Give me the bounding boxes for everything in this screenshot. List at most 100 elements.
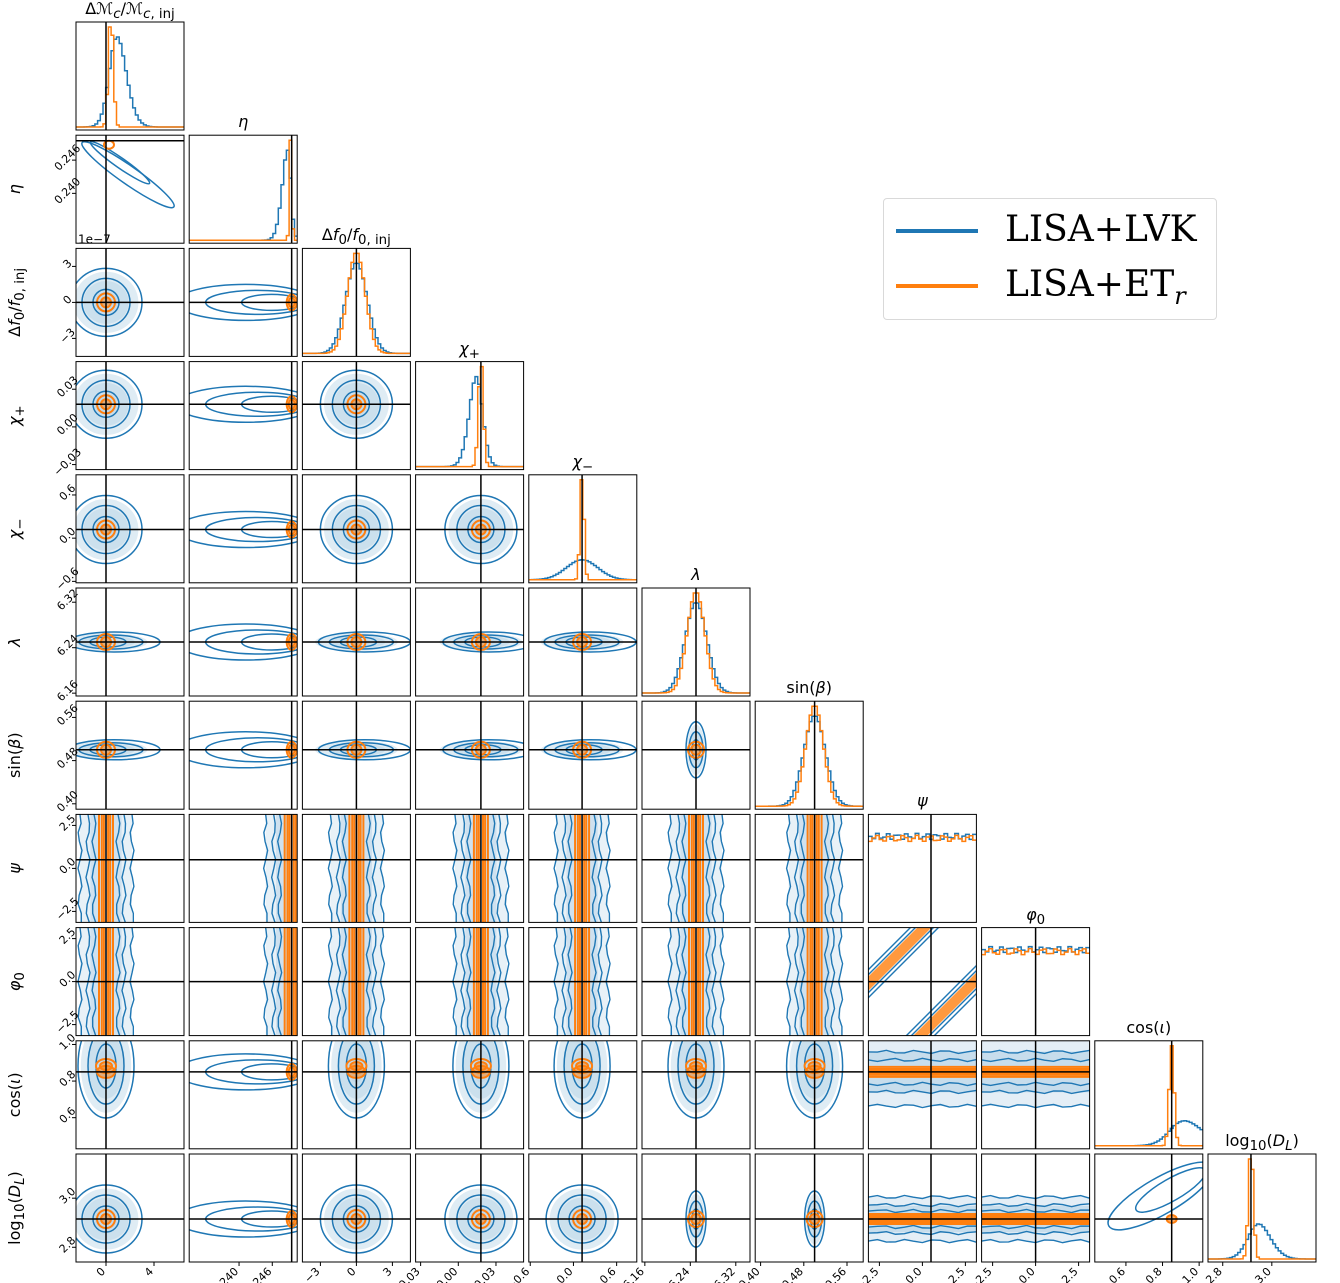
diag-title-cosi: cos(ι) — [1126, 1017, 1172, 1037]
y-axis-label-logDL-box: log10(DL) — [5, 1171, 28, 1245]
contour-lisa-lvk — [1134, 1167, 1203, 1213]
panel-cosi-vs-sinb — [755, 1040, 864, 1149]
y-axis-label-sinb-box: sin(β) — [5, 732, 24, 779]
panel-frame — [415, 361, 525, 471]
hist-lisa-etr — [1094, 1045, 1203, 1147]
panel-frame — [75, 134, 185, 244]
y-axis-label-chip-box: χ+ — [5, 405, 28, 426]
contour-lisa-lvk — [928, 987, 977, 1036]
contour-lisa-lvk — [189, 623, 298, 661]
contour-lisa-lvk — [868, 1208, 977, 1214]
y-axis-label-phi0-box: φ0 — [5, 972, 28, 991]
y-tick-label: −3 — [57, 326, 78, 347]
contour-lisa-lvk — [868, 927, 912, 971]
panel-frame — [301, 247, 411, 357]
panel-frame — [1207, 1153, 1317, 1263]
panel-cosi-vs-dMc — [76, 1040, 184, 1149]
diag-title-cosi-box: cos(ι) — [1126, 1017, 1172, 1037]
contour-lisa-lvk — [711, 814, 717, 923]
panel-cosi-vs-chim — [528, 1040, 637, 1149]
panel-frame — [867, 927, 977, 1037]
panel-frame — [528, 1153, 638, 1263]
x-tick-label: 0 — [94, 1265, 108, 1279]
panel-logDL-vs-cosi — [1094, 1154, 1203, 1262]
contour-lisa-lvk — [837, 814, 844, 923]
contour-lisa-lvk — [793, 814, 800, 923]
diag-panel-chim — [528, 474, 637, 583]
contour-lisa-lvk — [115, 814, 121, 923]
panel-frame — [641, 813, 751, 923]
panel-sinb-vs-lam — [642, 701, 750, 810]
panel-frame — [188, 700, 298, 810]
panel-logDL-vs-sinb — [755, 1154, 864, 1262]
diag-title-df0: Δf0/f0, inj — [321, 225, 391, 249]
x-tick-label: −0.6 — [504, 1265, 532, 1283]
panel-psi-vs-eta — [189, 814, 298, 923]
y-tick-label: 3.0 — [57, 1185, 79, 1207]
y-axis-label-df0: Δf0/f0, inj — [5, 267, 28, 337]
panel-bg — [76, 135, 184, 244]
y-tick-label: 2.5 — [57, 812, 79, 834]
panel-frame — [641, 927, 751, 1037]
panel-frame — [188, 247, 298, 357]
legend-line-lisa-etr — [896, 284, 978, 288]
contour-lisa-lvk — [262, 814, 269, 923]
panel-frame — [75, 21, 185, 131]
panel-df0-vs-eta — [189, 248, 298, 357]
panel-bg — [189, 701, 298, 810]
y-tick-label: 0.6 — [57, 482, 79, 504]
contour-lisa-lvk — [189, 1053, 298, 1091]
y-tick-label: 0.0 — [57, 525, 79, 547]
y-axis-label-eta-box: η — [5, 184, 24, 194]
diag-panel-lam — [642, 588, 750, 696]
panel-frame — [754, 1040, 864, 1150]
panel-cosi-vs-psi — [868, 1040, 977, 1149]
panel-frame — [301, 1040, 411, 1150]
diag-title-chip: χ+ — [459, 338, 480, 362]
panel-frame — [188, 1153, 298, 1263]
y-axis-label-sinb: sin(β) — [5, 732, 24, 779]
x-tick-label: 6.16 — [620, 1265, 647, 1283]
diag-title-eta-box: η — [238, 112, 248, 131]
contour-lisa-lvk — [799, 814, 806, 923]
x-tick-label: 6.32 — [711, 1265, 738, 1283]
panel-frame — [415, 927, 525, 1037]
panel-bg — [1208, 1154, 1316, 1262]
contour-lisa-lvk — [868, 1049, 977, 1055]
contour-lisa-lvk — [189, 283, 298, 322]
panel-frame — [641, 1040, 751, 1150]
contour-lisa-lvk — [567, 814, 573, 923]
contour-lisa-lvk — [667, 814, 673, 923]
x-tick-label: 0.240 — [210, 1265, 241, 1283]
contour-lisa-lvk — [719, 814, 725, 923]
contour-lisa-lvk — [868, 1089, 977, 1095]
contour-lisa-lvk — [504, 814, 510, 923]
panel-logDL-vs-phi0 — [981, 1154, 1090, 1262]
panel-bg — [189, 135, 298, 244]
contour-lisa-lvk — [675, 814, 681, 923]
contour-lisa-lvk — [371, 814, 378, 923]
x-tick-label: 3 — [380, 1265, 394, 1279]
panel-phi0-vs-eta — [189, 927, 298, 1036]
panel-cosi-vs-lam — [642, 1040, 750, 1149]
contour-lisa-lvk — [1107, 1161, 1203, 1231]
panel-frame — [415, 1040, 525, 1150]
panel-frame — [641, 587, 751, 697]
panel-frame — [754, 813, 864, 923]
panel-logDL-vs-chip — [415, 1154, 524, 1262]
panel-frame — [188, 474, 298, 584]
contour-lisa-lvk — [868, 1057, 977, 1063]
panel-cosi-vs-phi0 — [981, 1040, 1090, 1149]
panel-frame — [754, 700, 864, 810]
x-tick-label: 4 — [142, 1265, 156, 1279]
panel-lam-vs-eta — [189, 588, 298, 696]
contour-lisa-lvk — [868, 927, 935, 994]
y-axis-label-logDL: log10(DL) — [5, 1171, 28, 1245]
x-tick-label: −2.5 — [853, 1265, 881, 1283]
panel-chip-vs-dMc — [76, 361, 184, 470]
panel-frame — [188, 361, 298, 471]
y-tick-label: 3 — [60, 257, 74, 271]
hist-lisa-etr — [1208, 1158, 1316, 1260]
diag-title-sinb: sin(β) — [786, 678, 832, 698]
y-tick-label: 0.0 — [57, 968, 79, 990]
